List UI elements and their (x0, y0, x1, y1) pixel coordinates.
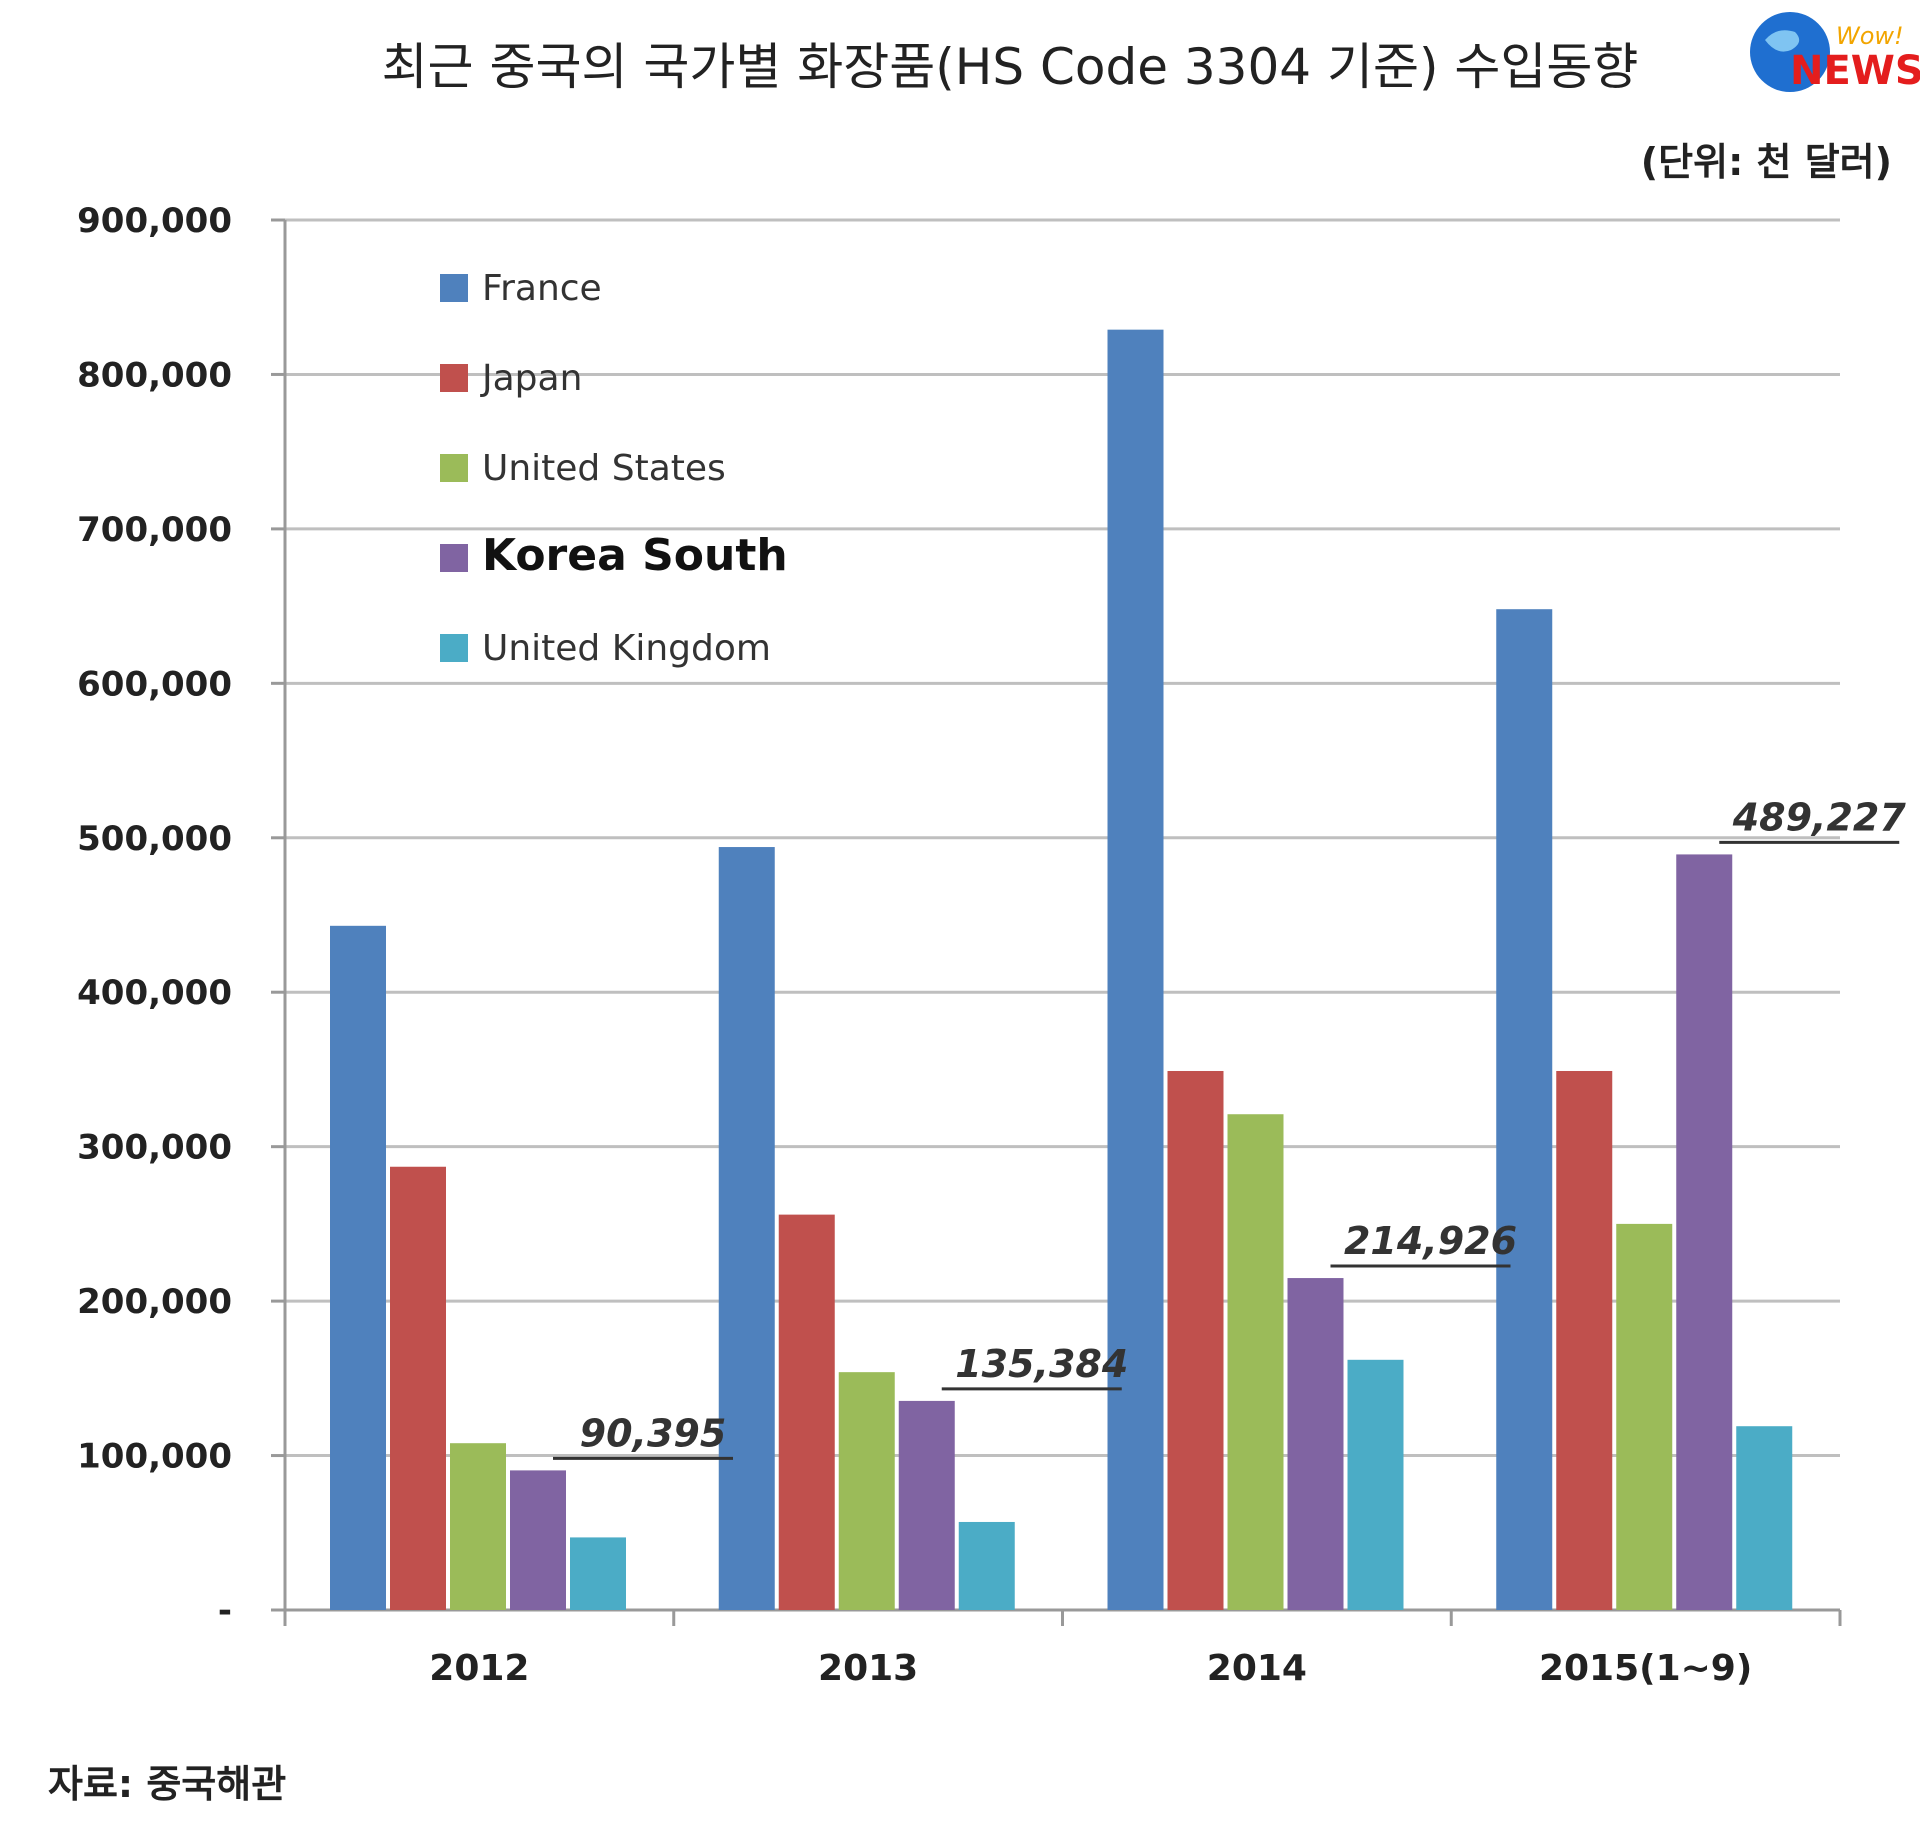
globe-icon (1750, 12, 1830, 92)
bar-korea-south (510, 1470, 566, 1610)
bar-united-states (450, 1443, 506, 1610)
bar-united-kingdom (570, 1537, 626, 1610)
bar-korea-south (1287, 1278, 1344, 1610)
x-tick-label: 2012 (429, 1648, 529, 1689)
y-tick-label: 500,000 (77, 819, 232, 859)
bar-japan (1167, 1070, 1224, 1610)
data-label: 489,227 (1732, 795, 1907, 839)
bar-united-kingdom (958, 1521, 1015, 1610)
bar-united-kingdom (1347, 1359, 1404, 1610)
legend-swatch (440, 544, 468, 572)
legend-label: United States (482, 448, 726, 489)
globe-landmass (1765, 30, 1800, 52)
x-tick-label: 2014 (1207, 1648, 1307, 1689)
data-label: 214,926 (1344, 1219, 1517, 1263)
data-labels: 90,395 135,384 214,926 489,227 (553, 795, 1907, 1460)
legend-label: Korea South (482, 530, 788, 581)
x-tick-label: 2015(1~9) (1539, 1648, 1752, 1689)
bar-united-states (1227, 1114, 1284, 1610)
bar-korea-south (898, 1400, 955, 1610)
logo-wow-text: Wow! (1836, 22, 1904, 50)
unit-label: (단위: 천 달러) (1641, 140, 1892, 184)
legend-label: France (482, 268, 602, 309)
legend-swatch (440, 634, 468, 662)
bar-united-kingdom (1736, 1426, 1793, 1610)
bar-france (1107, 329, 1164, 1611)
bar-france (330, 925, 386, 1610)
bar-united-states (1616, 1223, 1673, 1610)
chart-title: 최근 중국의 국가별 화장품(HS Code 3304 기준) 수입동향 (382, 38, 1639, 96)
data-label: 135,384 (955, 1342, 1128, 1386)
y-axis-ticks: - 100,000 200,000 300,000 400,000 500,000 600,… (77, 201, 285, 1631)
legend: France Japan United States Korea South Unite… (440, 268, 788, 669)
bar-korea-south (1676, 854, 1733, 1610)
data-label: 90,395 (580, 1411, 727, 1455)
legend-swatch (440, 364, 468, 392)
y-tick-label: 100,000 (77, 1437, 232, 1477)
bar-united-states (838, 1372, 895, 1610)
legend-label: United Kingdom (482, 628, 771, 669)
bar-japan (778, 1214, 835, 1610)
y-tick-label: 200,000 (77, 1282, 232, 1322)
source-note: 자료: 중국해관 (48, 1762, 286, 1806)
x-axis-ticks: 2012 2013 2014 2015(1~9) (283, 1610, 1842, 1689)
news-logo: Wow! NEWS (1750, 12, 1920, 94)
legend-swatch (440, 274, 468, 302)
y-tick-label: 300,000 (77, 1128, 232, 1168)
bar-japan (1556, 1070, 1613, 1610)
legend-swatch (440, 454, 468, 482)
y-tick-label: 700,000 (77, 510, 232, 550)
x-tick-label: 2013 (818, 1648, 918, 1689)
legend-label: Japan (480, 358, 582, 399)
y-tick-label: - (218, 1591, 232, 1631)
bar-france (1496, 609, 1553, 1610)
y-tick-label: 400,000 (77, 973, 232, 1013)
y-tick-label: 800,000 (77, 355, 232, 395)
bars (330, 329, 1793, 1611)
bar-japan (390, 1166, 446, 1610)
y-tick-label: 900,000 (77, 201, 232, 241)
bar-france (718, 847, 775, 1610)
y-tick-label: 600,000 (77, 664, 232, 704)
logo-news-text: NEWS (1790, 48, 1920, 94)
